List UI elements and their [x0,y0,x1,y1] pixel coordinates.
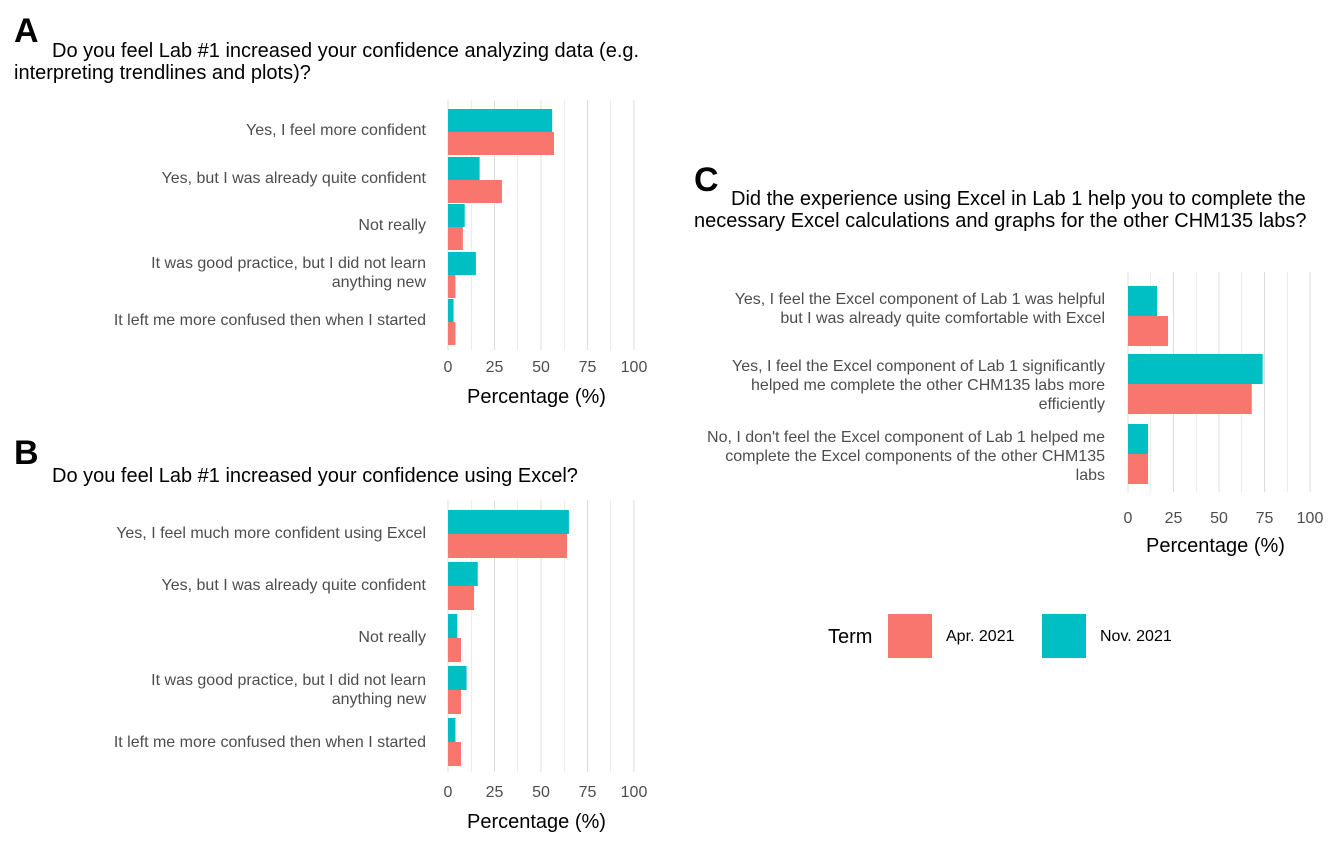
bar-nov [448,204,465,227]
bar-chart-c [1127,272,1311,492]
bar-nov [448,510,569,534]
bar-nov [448,718,456,742]
x-tick-label: 0 [443,359,453,376]
bar-nov [1128,424,1149,454]
bar-nov [448,157,480,180]
bar-chart-a [447,100,635,350]
category-label: It left me more confused then when I sta… [113,734,426,751]
category-label: Yes, but I was already quite confident [161,577,426,594]
x-tick-label: 75 [578,359,597,376]
x-tick-label: 25 [1164,510,1183,527]
panel-letter: B [14,434,39,472]
bar-nov [448,666,467,690]
x-tick-label: 50 [532,784,550,801]
bar-apr [448,275,456,298]
x-tick-label: 100 [620,359,648,376]
panel-letter: A [14,12,39,50]
category-label: Yes, but I was already quite confident [161,170,426,187]
bar-apr [1128,316,1169,346]
bar-apr [1128,454,1149,484]
x-axis-title: Percentage (%) [467,811,606,833]
category-label: Not really [358,217,426,234]
x-tick-label: 50 [532,359,550,376]
chart-title: Do you feel Lab #1 increased your confid… [52,465,578,487]
bar-apr [448,534,568,558]
x-tick-label: 75 [578,784,597,801]
legend-key-apr [888,614,932,658]
x-tick-label: 75 [1255,510,1274,527]
bar-apr [448,690,462,714]
category-label: No, I don't feel the Excel component of … [707,429,1105,484]
category-label: Yes, I feel much more confident using Ex… [116,525,426,542]
bar-apr [448,132,555,155]
category-label: Yes, I feel the Excel component of Lab 1… [734,291,1105,327]
bar-apr [448,586,475,610]
bar-nov [448,252,476,275]
legend-title: Term [828,626,873,648]
bar-apr [448,227,463,250]
bar-chart-b [447,500,635,772]
x-tick-label: 50 [1210,510,1228,527]
category-label: It was good practice, but I did not lear… [151,255,426,291]
x-tick-label: 0 [1123,510,1133,527]
legend-label: Nov. 2021 [1100,628,1172,645]
x-tick-label: 25 [485,359,504,376]
bar-apr [1128,384,1252,414]
category-label: It was good practice, but I did not lear… [151,672,426,708]
bar-nov [1128,286,1158,316]
bar-apr [448,742,462,766]
panel-letter: C [694,161,719,199]
category-label: Yes, I feel more confident [246,122,426,139]
legend-label: Apr. 2021 [946,628,1015,645]
x-tick-label: 100 [620,784,648,801]
chart-title: Do you feel Lab #1 increased your confid… [14,40,640,84]
category-label: Yes, I feel the Excel component of Lab 1… [732,358,1105,413]
bar-apr [448,638,462,662]
legend-key-nov [1042,614,1086,658]
x-axis-title: Percentage (%) [1146,535,1285,557]
category-label: Not really [358,629,426,646]
chart-title: Did the experience using Excel in Lab 1 … [694,188,1307,232]
x-axis-title: Percentage (%) [467,386,606,408]
x-tick-label: 25 [485,784,504,801]
bar-nov [1128,354,1263,384]
bar-nov [448,299,454,322]
bar-nov [448,614,458,638]
bar-nov [448,562,478,586]
x-tick-label: 100 [1296,510,1324,527]
bar-apr [448,322,456,345]
x-tick-label: 0 [443,784,453,801]
bar-nov [448,109,553,132]
bar-apr [448,180,502,203]
category-label: It left me more confused then when I sta… [113,312,426,329]
